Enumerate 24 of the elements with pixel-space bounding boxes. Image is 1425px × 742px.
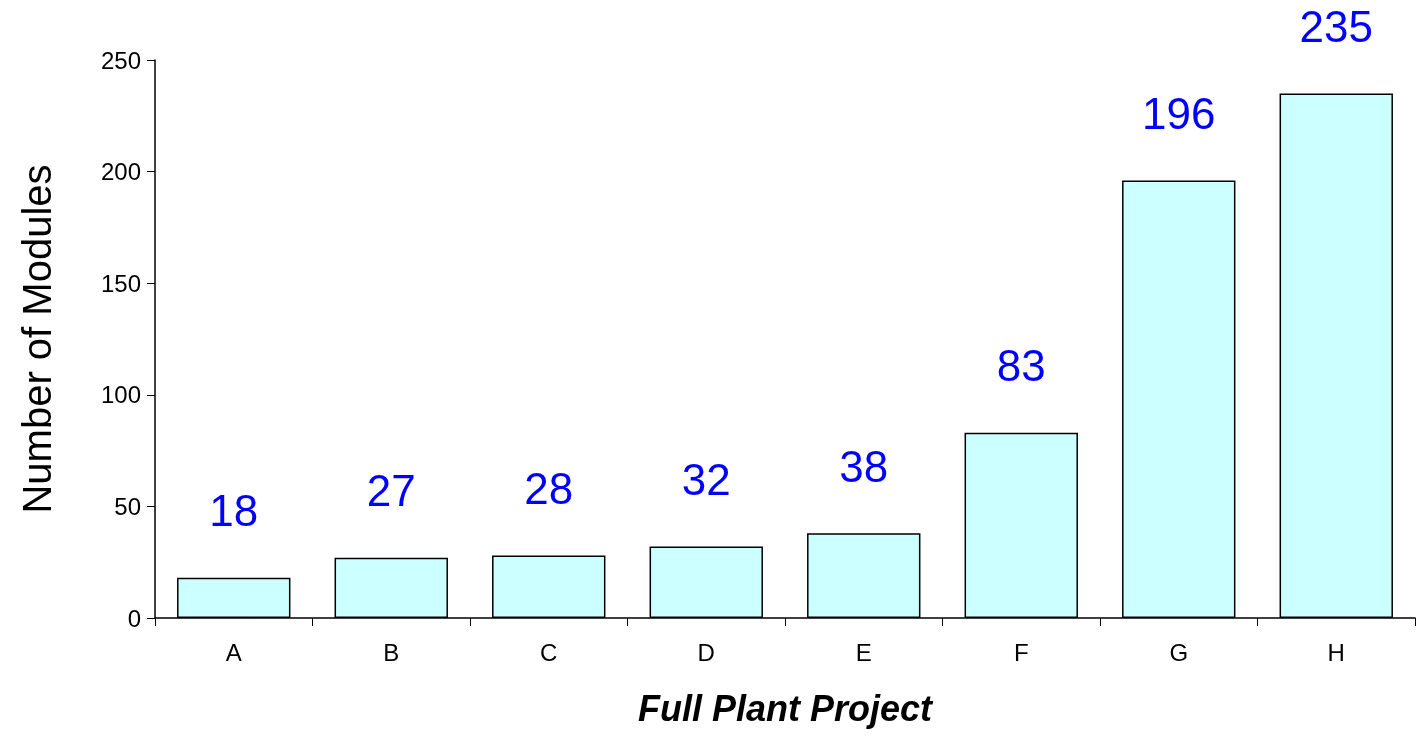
data-label: 83 (996, 341, 1046, 391)
data-label: 28 (524, 464, 574, 513)
y-tick-label: 0 (127, 604, 141, 632)
x-tick-label: A (225, 638, 242, 666)
x-tick-label: H (1327, 638, 1345, 666)
data-label: 18 (209, 486, 259, 536)
y-tick-label: 150 (100, 269, 141, 297)
y-tick-label: 100 (100, 381, 141, 409)
x-tick-label: G (1169, 638, 1189, 666)
y-axis-title: Number of Modules (15, 164, 59, 514)
x-axis-title: Full Plant Project (637, 687, 935, 729)
data-label: 38 (839, 441, 889, 491)
y-tick-label: 200 (100, 158, 141, 186)
data-label: 32 (681, 455, 731, 505)
y-tick-label: 50 (114, 492, 141, 520)
x-tick-label: D (697, 638, 715, 666)
x-tick-label: C (540, 638, 558, 666)
x-tick-label: B (383, 638, 400, 666)
x-tick-label: E (855, 638, 872, 666)
data-label: 235 (1299, 1, 1373, 51)
y-tick-label: 250 (100, 46, 141, 74)
x-tick-label: F (1013, 638, 1029, 666)
data-label: 196 (1142, 89, 1216, 139)
data-label: 27 (366, 466, 416, 516)
